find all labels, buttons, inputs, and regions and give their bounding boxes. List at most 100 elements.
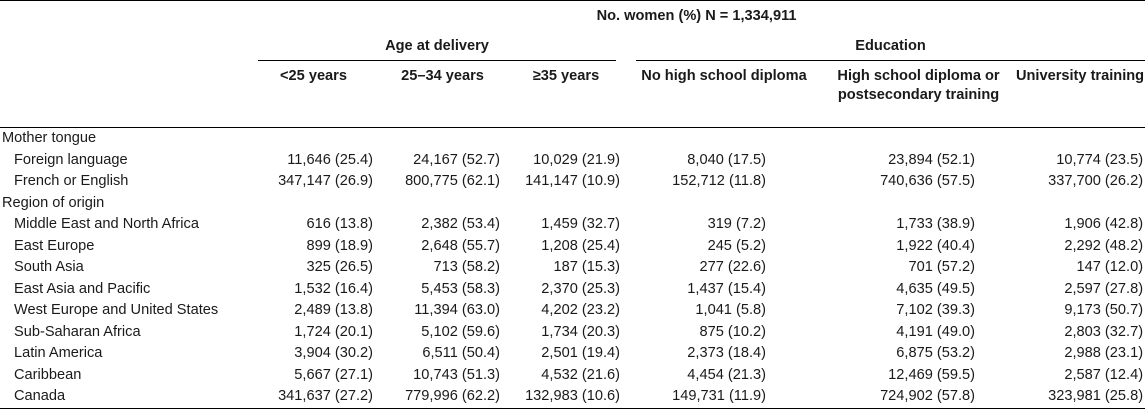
- cell-university: 2,803 (32.7): [1064, 323, 1144, 340]
- row-label: Canada: [0, 386, 248, 409]
- header-empty-cell: [0, 0, 248, 31]
- cell-university: 2,587 (12.4): [1064, 366, 1144, 383]
- cell-no-diploma: 277 (22.6): [699, 259, 766, 275]
- cell-high-school: 4,635 (49.5): [896, 280, 975, 297]
- cell-university: 2,988 (23.1): [1064, 345, 1144, 361]
- cell-university: 337,700 (26.2): [1048, 173, 1144, 189]
- col-header-25-34: 25–34 years: [379, 61, 506, 128]
- section-row-mother-tongue: Mother tongue: [0, 128, 1145, 150]
- cell-25-34: 6,511 (50.4): [422, 345, 500, 361]
- cell-no-diploma: 875 (10.2): [699, 323, 766, 340]
- group-header-age: Age at delivery: [258, 31, 616, 61]
- section-row-region-of-origin: Region of origin: [0, 193, 1145, 215]
- cell-under-25: 325 (26.5): [306, 259, 373, 275]
- cell-high-school: 6,875 (53.2): [896, 345, 975, 361]
- cell-no-diploma: 1,041 (5.8): [695, 302, 766, 318]
- cell-under-25: 341,637 (27.2): [248, 386, 379, 409]
- cell-high-school: 724,902 (57.8): [822, 386, 1015, 409]
- table-row: Foreign language 11,646 (25.4) 24,167 (5…: [0, 150, 1145, 172]
- cell-under-25: 616 (13.8): [306, 216, 373, 232]
- col-header-35-plus: ≥35 years: [506, 61, 626, 128]
- cell-university: 323,981 (25.8): [1015, 386, 1145, 409]
- table-row: Canada 341,637 (27.2) 779,996 (62.2) 132…: [0, 386, 1145, 409]
- table-row: Middle East and North Africa 616 (13.8) …: [0, 214, 1145, 236]
- cell-no-diploma: 319 (7.2): [707, 216, 766, 232]
- cell-under-25: 899 (18.9): [306, 237, 373, 254]
- cell-university: 2,292 (48.2): [1064, 237, 1144, 254]
- group-header-education: Education: [636, 31, 1145, 61]
- cell-no-diploma: 8,040 (17.5): [687, 151, 766, 168]
- cell-25-34: 5,453 (58.3): [421, 280, 500, 297]
- row-label: West Europe and United States: [14, 302, 219, 318]
- col-header-university: University training: [1015, 61, 1145, 128]
- cell-high-school: 4,191 (49.0): [896, 323, 975, 340]
- table-row: South Asia 325 (26.5) 713 (58.2) 187 (15…: [0, 257, 1145, 279]
- cell-25-34: 24,167 (52.7): [413, 151, 500, 168]
- cell-high-school: 1,733 (38.9): [896, 216, 975, 232]
- cell-35-plus: 187 (15.3): [553, 259, 620, 275]
- cell-25-34: 2,382 (53.4): [421, 216, 500, 232]
- table-body: Mother tongue Foreign language 11,646 (2…: [0, 128, 1145, 409]
- cell-university: 147 (12.0): [1076, 259, 1144, 275]
- section-label: Region of origin: [2, 194, 105, 211]
- cell-under-25: 1,532 (16.4): [294, 280, 373, 297]
- row-label: Latin America: [14, 345, 103, 361]
- cell-35-plus: 1,459 (32.7): [541, 216, 620, 232]
- cell-under-25: 11,646 (25.4): [287, 151, 373, 168]
- cell-no-diploma: 152,712 (11.8): [672, 173, 766, 189]
- cell-25-34: 800,775 (62.1): [405, 173, 500, 189]
- cell-high-school: 7,102 (39.3): [896, 302, 975, 318]
- cell-35-plus: 4,202 (23.2): [541, 302, 620, 318]
- cell-35-plus: 10,029 (21.9): [533, 151, 620, 168]
- cell-under-25: 3,904 (30.2): [294, 345, 373, 361]
- cell-35-plus: 4,532 (21.6): [541, 366, 620, 383]
- row-label: Sub-Saharan Africa: [14, 323, 141, 340]
- cell-under-25: 2,489 (13.8): [294, 302, 373, 318]
- table-header: No. women (%) N = 1,334,911 Age at deliv…: [0, 0, 1145, 128]
- cell-25-34: 5,102 (59.6): [421, 323, 500, 340]
- col-header-high-school: High school diploma or postsecondary tra…: [822, 61, 1015, 128]
- group-age-cell: Age at delivery: [248, 31, 626, 61]
- cell-35-plus: 2,501 (19.4): [541, 345, 620, 361]
- row-label: East Europe: [14, 237, 95, 254]
- cell-under-25: 347,147 (26.9): [278, 173, 373, 189]
- cell-35-plus: 1,208 (25.4): [541, 237, 620, 254]
- table-title: No. women (%) N = 1,334,911: [248, 0, 1145, 31]
- cell-university: 9,173 (50.7): [1064, 302, 1144, 318]
- table-row: West Europe and United States 2,489 (13.…: [0, 300, 1145, 322]
- row-label: South Asia: [14, 259, 84, 275]
- table-row: Latin America 3,904 (30.2) 6,511 (50.4) …: [0, 343, 1145, 365]
- table-row: Sub-Saharan Africa 1,724 (20.1) 5,102 (5…: [0, 322, 1145, 344]
- table-row: East Asia and Pacific 1,532 (16.4) 5,453…: [0, 279, 1145, 301]
- cell-high-school: 23,894 (52.1): [888, 151, 975, 168]
- cell-no-diploma: 149,731 (11.9): [626, 386, 822, 409]
- group-education-cell: Education: [626, 31, 1145, 61]
- cell-university: 10,774 (23.5): [1056, 151, 1144, 168]
- cell-high-school: 701 (57.2): [908, 259, 975, 275]
- section-label: Mother tongue: [2, 130, 97, 146]
- cell-no-diploma: 245 (5.2): [707, 237, 766, 254]
- cell-35-plus: 1,734 (20.3): [541, 323, 620, 340]
- cell-35-plus: 2,370 (25.3): [541, 280, 620, 297]
- row-label: East Asia and Pacific: [14, 280, 151, 297]
- cell-under-25: 5,667 (27.1): [294, 366, 373, 383]
- cell-35-plus: 132,983 (10.6): [506, 386, 626, 409]
- cell-25-34: 11,394 (63.0): [414, 302, 500, 318]
- row-label: Middle East and North Africa: [14, 216, 199, 232]
- col-header-under-25: <25 years: [248, 61, 379, 128]
- cell-university: 1,906 (42.8): [1064, 216, 1144, 232]
- table-row: East Europe 899 (18.9) 2,648 (55.7) 1,20…: [0, 236, 1145, 258]
- cell-25-34: 713 (58.2): [433, 259, 500, 275]
- cell-high-school: 1,922 (40.4): [896, 237, 975, 254]
- cell-35-plus: 141,147 (10.9): [525, 173, 620, 189]
- row-label: French or English: [14, 173, 129, 189]
- cell-under-25: 1,724 (20.1): [294, 323, 373, 340]
- cell-high-school: 12,469 (59.5): [888, 366, 975, 383]
- cell-25-34: 2,648 (55.7): [421, 237, 500, 254]
- cell-25-34: 10,743 (51.3): [413, 366, 500, 383]
- cell-no-diploma: 4,454 (21.3): [687, 366, 766, 383]
- cell-no-diploma: 2,373 (18.4): [687, 345, 766, 361]
- table-row: Caribbean 5,667 (27.1) 10,743 (51.3) 4,5…: [0, 365, 1145, 387]
- table-row: French or English 347,147 (26.9) 800,775…: [0, 171, 1145, 193]
